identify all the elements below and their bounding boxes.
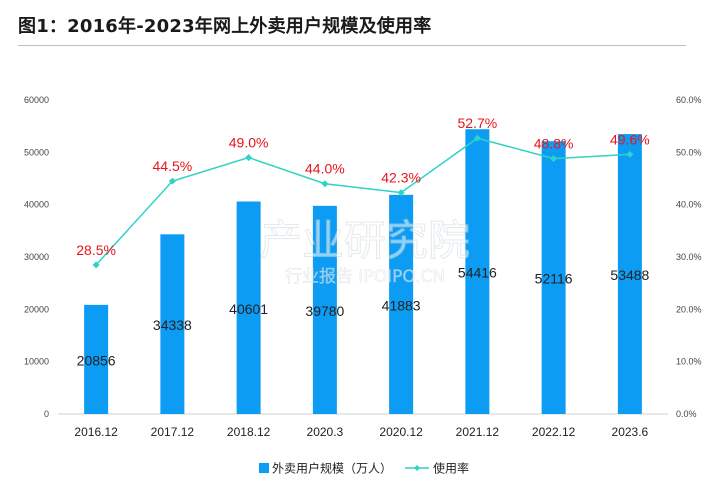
chart-title: 图1：2016年-2023年网上外卖用户规模及使用率: [18, 16, 432, 37]
y-right-tick-label: 10.0%: [676, 357, 702, 367]
rate-value-label: 28.5%: [76, 242, 116, 258]
bar-value-labels: 20856 34338 40601 39780 41883 54416 52116 53488: [77, 265, 650, 369]
bar-value-label: 41883: [382, 297, 421, 313]
legend-label-line: 使用率: [433, 461, 469, 476]
title-divider: [18, 45, 686, 46]
bar: [84, 304, 109, 414]
x-axis-ticks: 2016.12 2017.12 2018.12 2020.3 2020.12 2021.1…: [74, 425, 648, 439]
y-left-tick-label: 10000: [24, 357, 49, 367]
line-series: [92, 134, 634, 269]
y-right-tick-label: 60.0%: [676, 95, 702, 105]
legend-swatch-marker: [414, 465, 420, 471]
x-tick-label: 2023.6: [612, 425, 649, 439]
bar-value-label: 34338: [153, 317, 192, 333]
y-left-tick-label: 0: [44, 409, 49, 419]
x-tick-label: 2020.3: [307, 425, 344, 439]
y-right-tick-label: 50.0%: [676, 147, 702, 157]
rate-value-label: 42.3%: [381, 170, 421, 186]
rate-point: [397, 189, 405, 197]
watermark-sub: 行业报告 IPOIPO.CN: [285, 267, 445, 287]
bar-value-label: 52116: [535, 271, 573, 287]
x-tick-label: 2016.12: [74, 425, 118, 439]
bar-value-label: 20856: [77, 352, 116, 368]
rate-value-label: 48.8%: [534, 136, 574, 152]
bar: [389, 194, 414, 414]
x-tick-label: 2017.12: [151, 425, 195, 439]
bar: [160, 234, 185, 414]
y-right-tick-label: 0.0%: [676, 409, 697, 419]
legend-label-bar: 外卖用户规模（万人）: [272, 461, 392, 476]
y-left-tick-label: 50000: [24, 147, 49, 157]
rate-point: [92, 261, 100, 269]
y-right-tick-label: 30.0%: [676, 252, 702, 262]
bar-series: [84, 129, 642, 415]
bar: [465, 129, 490, 414]
bar: [236, 201, 261, 414]
bar-value-label: 40601: [229, 301, 268, 317]
y-right-tick-label: 40.0%: [676, 200, 702, 210]
y-left-tick-label: 30000: [24, 252, 49, 262]
x-tick-label: 2020.12: [379, 425, 423, 439]
bar-value-label: 54416: [458, 265, 497, 281]
y-left-tick-label: 60000: [24, 95, 49, 105]
rate-point: [245, 154, 253, 162]
bar: [312, 205, 337, 414]
watermark: 产业研究院 行业报告 IPOIPO.CN: [259, 216, 470, 288]
bar-value-label: 53488: [610, 267, 649, 283]
rate-value-label: 49.0%: [229, 135, 269, 151]
bar: [541, 141, 566, 415]
rate-line: [95, 137, 630, 266]
watermark-main: 产业研究院: [260, 216, 470, 265]
rate-value-label: 49.6%: [610, 131, 650, 147]
y-left-tick-label: 40000: [24, 200, 49, 210]
rate-point: [473, 134, 481, 142]
legend: 外卖用户规模（万人） 使用率: [259, 461, 469, 476]
legend-swatch-bar: [259, 463, 269, 473]
rate-point: [168, 177, 176, 185]
y-left-tick-label: 20000: [24, 304, 49, 314]
y-right-tick-label: 20.0%: [676, 304, 702, 314]
y-axis-right: 0.0% 10.0% 20.0% 30.0% 40.0% 50.0% 60.0%: [676, 95, 702, 419]
rate-value-label: 52.7%: [458, 115, 498, 131]
rate-value-label: 44.0%: [305, 161, 345, 177]
y-axis-left: 0 10000 20000 30000 40000 50000 60000: [24, 95, 49, 419]
bar: [617, 134, 642, 414]
bar-value-label: 39780: [305, 303, 344, 319]
rate-value-labels: 28.5% 44.5% 49.0% 44.0% 42.3% 52.7% 48.8% 49.6%: [76, 115, 649, 258]
x-tick-label: 2018.12: [227, 425, 271, 439]
rate-point: [626, 150, 634, 158]
rate-point: [550, 155, 558, 163]
rate-value-label: 44.5%: [153, 158, 193, 174]
x-tick-label: 2022.12: [532, 425, 576, 439]
rate-point: [321, 180, 329, 188]
x-tick-label: 2021.12: [456, 425, 500, 439]
